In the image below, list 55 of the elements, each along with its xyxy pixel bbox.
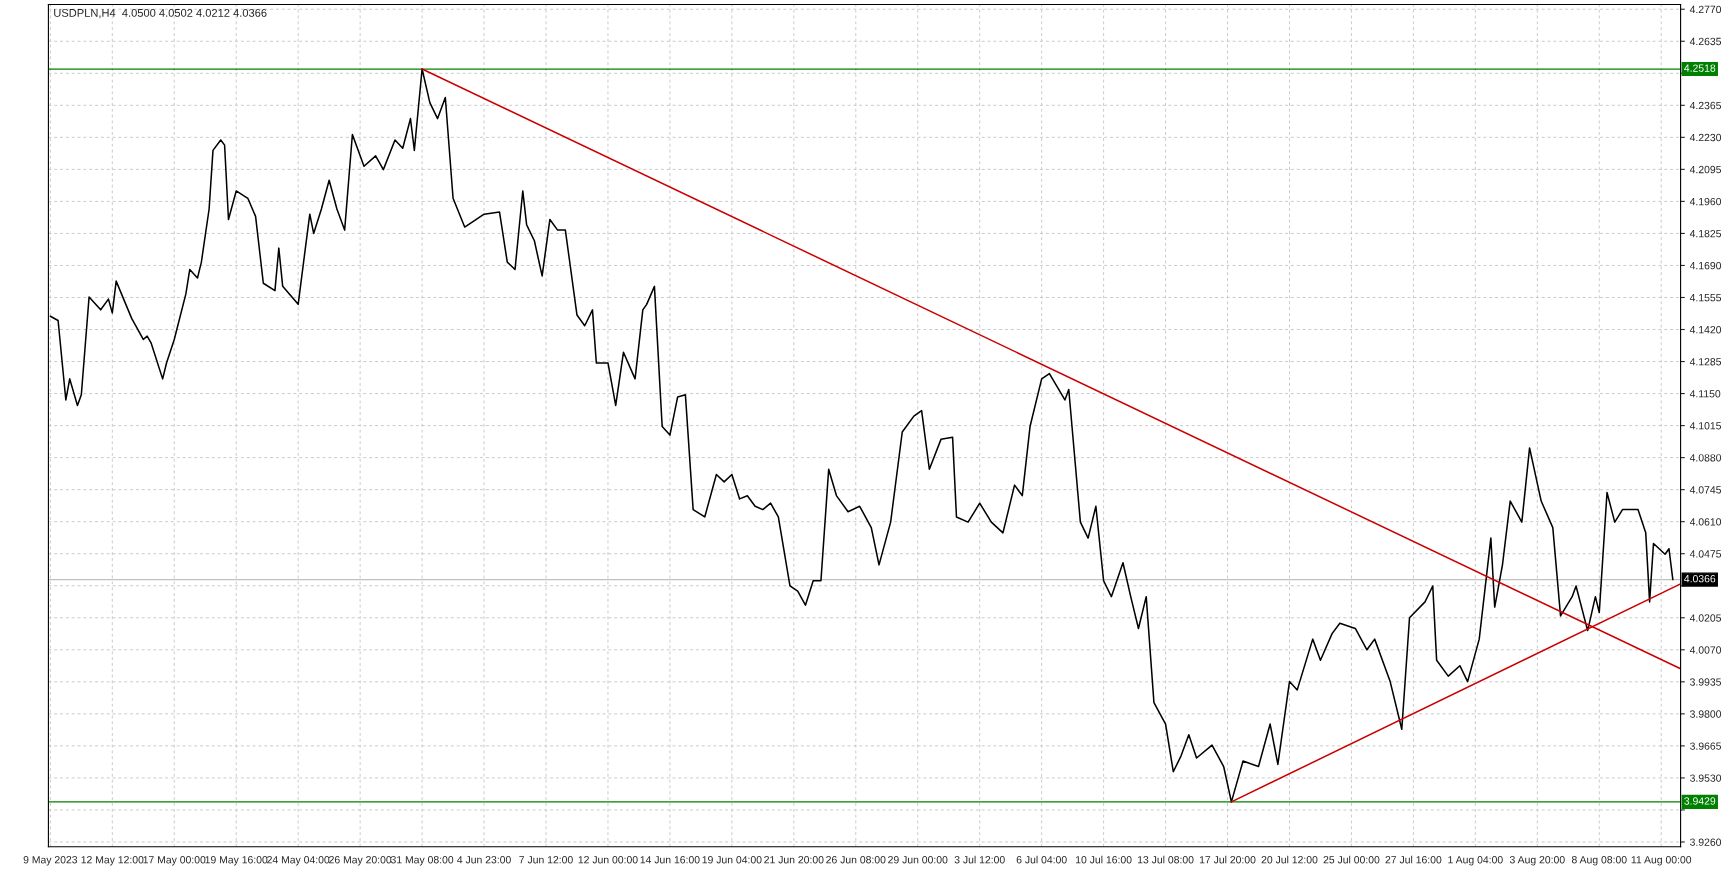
x-tick-label: 4 Jun 23:00: [457, 856, 511, 864]
y-tick-label: 3.9935: [1690, 678, 1722, 686]
y-tick-label: 4.0070: [1689, 646, 1722, 654]
x-tick-label: 12 May 12:00: [81, 856, 144, 866]
y-tick-label: 4.2095: [1689, 165, 1722, 174]
y-tick-label: 4.0880: [1689, 454, 1722, 462]
x-tick-label: 9 May 2023: [23, 856, 78, 866]
y-tick-label: 4.1690: [1689, 261, 1722, 270]
x-tick-label: 3 Jul 12:00: [954, 855, 1005, 864]
y-tick-label: 3.9260: [1690, 838, 1722, 846]
x-tick-label: 1 Aug 04:00: [1448, 856, 1503, 866]
y-tick-label: 3.9665: [1690, 742, 1722, 750]
x-tick-label: 17 Jul 20:00: [1199, 855, 1256, 864]
x-tick-label: 12 Jun 00:00: [578, 856, 638, 864]
x-tick-label: 19 Jun 04:00: [702, 856, 762, 864]
y-tick-label: 4.1015: [1689, 422, 1722, 430]
x-tick-label: 14 Jun 16:00: [640, 856, 700, 864]
ref-line-label: 3.9429: [1684, 797, 1716, 805]
x-tick-label: 26 Jun 08:00: [826, 856, 886, 864]
y-tick-label: 4.0745: [1689, 486, 1722, 494]
y-tick-label: 4.2365: [1689, 101, 1722, 110]
y-tick-label: 3.9800: [1690, 710, 1722, 718]
y-tick-label: 4.1825: [1689, 229, 1722, 238]
ref-line-label: 4.2518: [1684, 64, 1716, 72]
x-tick-label: 24 May 04:00: [267, 856, 330, 866]
x-tick-label: 11 Aug 00:00: [1631, 856, 1692, 866]
x-tick-label: 31 May 08:00: [390, 856, 454, 866]
y-tick-label: 4.1150: [1689, 390, 1721, 398]
x-tick-label: 13 Jul 08:00: [1137, 855, 1194, 864]
y-tick-label: 4.2770: [1689, 5, 1722, 14]
y-tick-label: 4.1420: [1689, 326, 1722, 334]
y-tick-label: 4.1285: [1689, 358, 1722, 366]
y-tick-label: 4.1960: [1689, 197, 1722, 206]
y-tick-label: 4.0475: [1689, 550, 1722, 558]
y-tick-label: 4.2635: [1689, 37, 1722, 46]
x-tick-label: 7 Jun 12:00: [519, 856, 573, 864]
x-tick-label: 21 Jun 20:00: [764, 856, 824, 864]
x-tick-label: 6 Jul 04:00: [1016, 855, 1067, 864]
x-tick-label: 29 Jun 00:00: [888, 856, 948, 864]
x-tick-label: 26 May 20:00: [329, 856, 392, 866]
chart-title: USDPLN,H4 4.0500 4.0502 4.0212 4.0366: [54, 8, 267, 19]
x-tick-label: 25 Jul 00:00: [1323, 855, 1380, 864]
y-tick-label: 3.9530: [1690, 774, 1722, 782]
y-tick-label: 4.0205: [1689, 614, 1722, 622]
x-tick-label: 3 Aug 20:00: [1509, 856, 1565, 866]
y-tick-label: 4.2230: [1689, 133, 1722, 142]
y-tick-label: 4.0610: [1689, 518, 1722, 526]
x-tick-label: 8 Aug 08:00: [1571, 856, 1627, 866]
x-tick-label: 20 Jul 12:00: [1261, 855, 1318, 864]
x-tick-label: 19 May 16:00: [205, 856, 268, 866]
x-tick-label: 27 Jul 16:00: [1385, 855, 1442, 864]
ref-line-label: 4.0366: [1684, 575, 1716, 583]
y-tick-label: 4.1555: [1689, 294, 1722, 302]
x-tick-label: 17 May 00:00: [143, 856, 206, 866]
x-tick-label: 10 Jul 16:00: [1076, 855, 1132, 864]
